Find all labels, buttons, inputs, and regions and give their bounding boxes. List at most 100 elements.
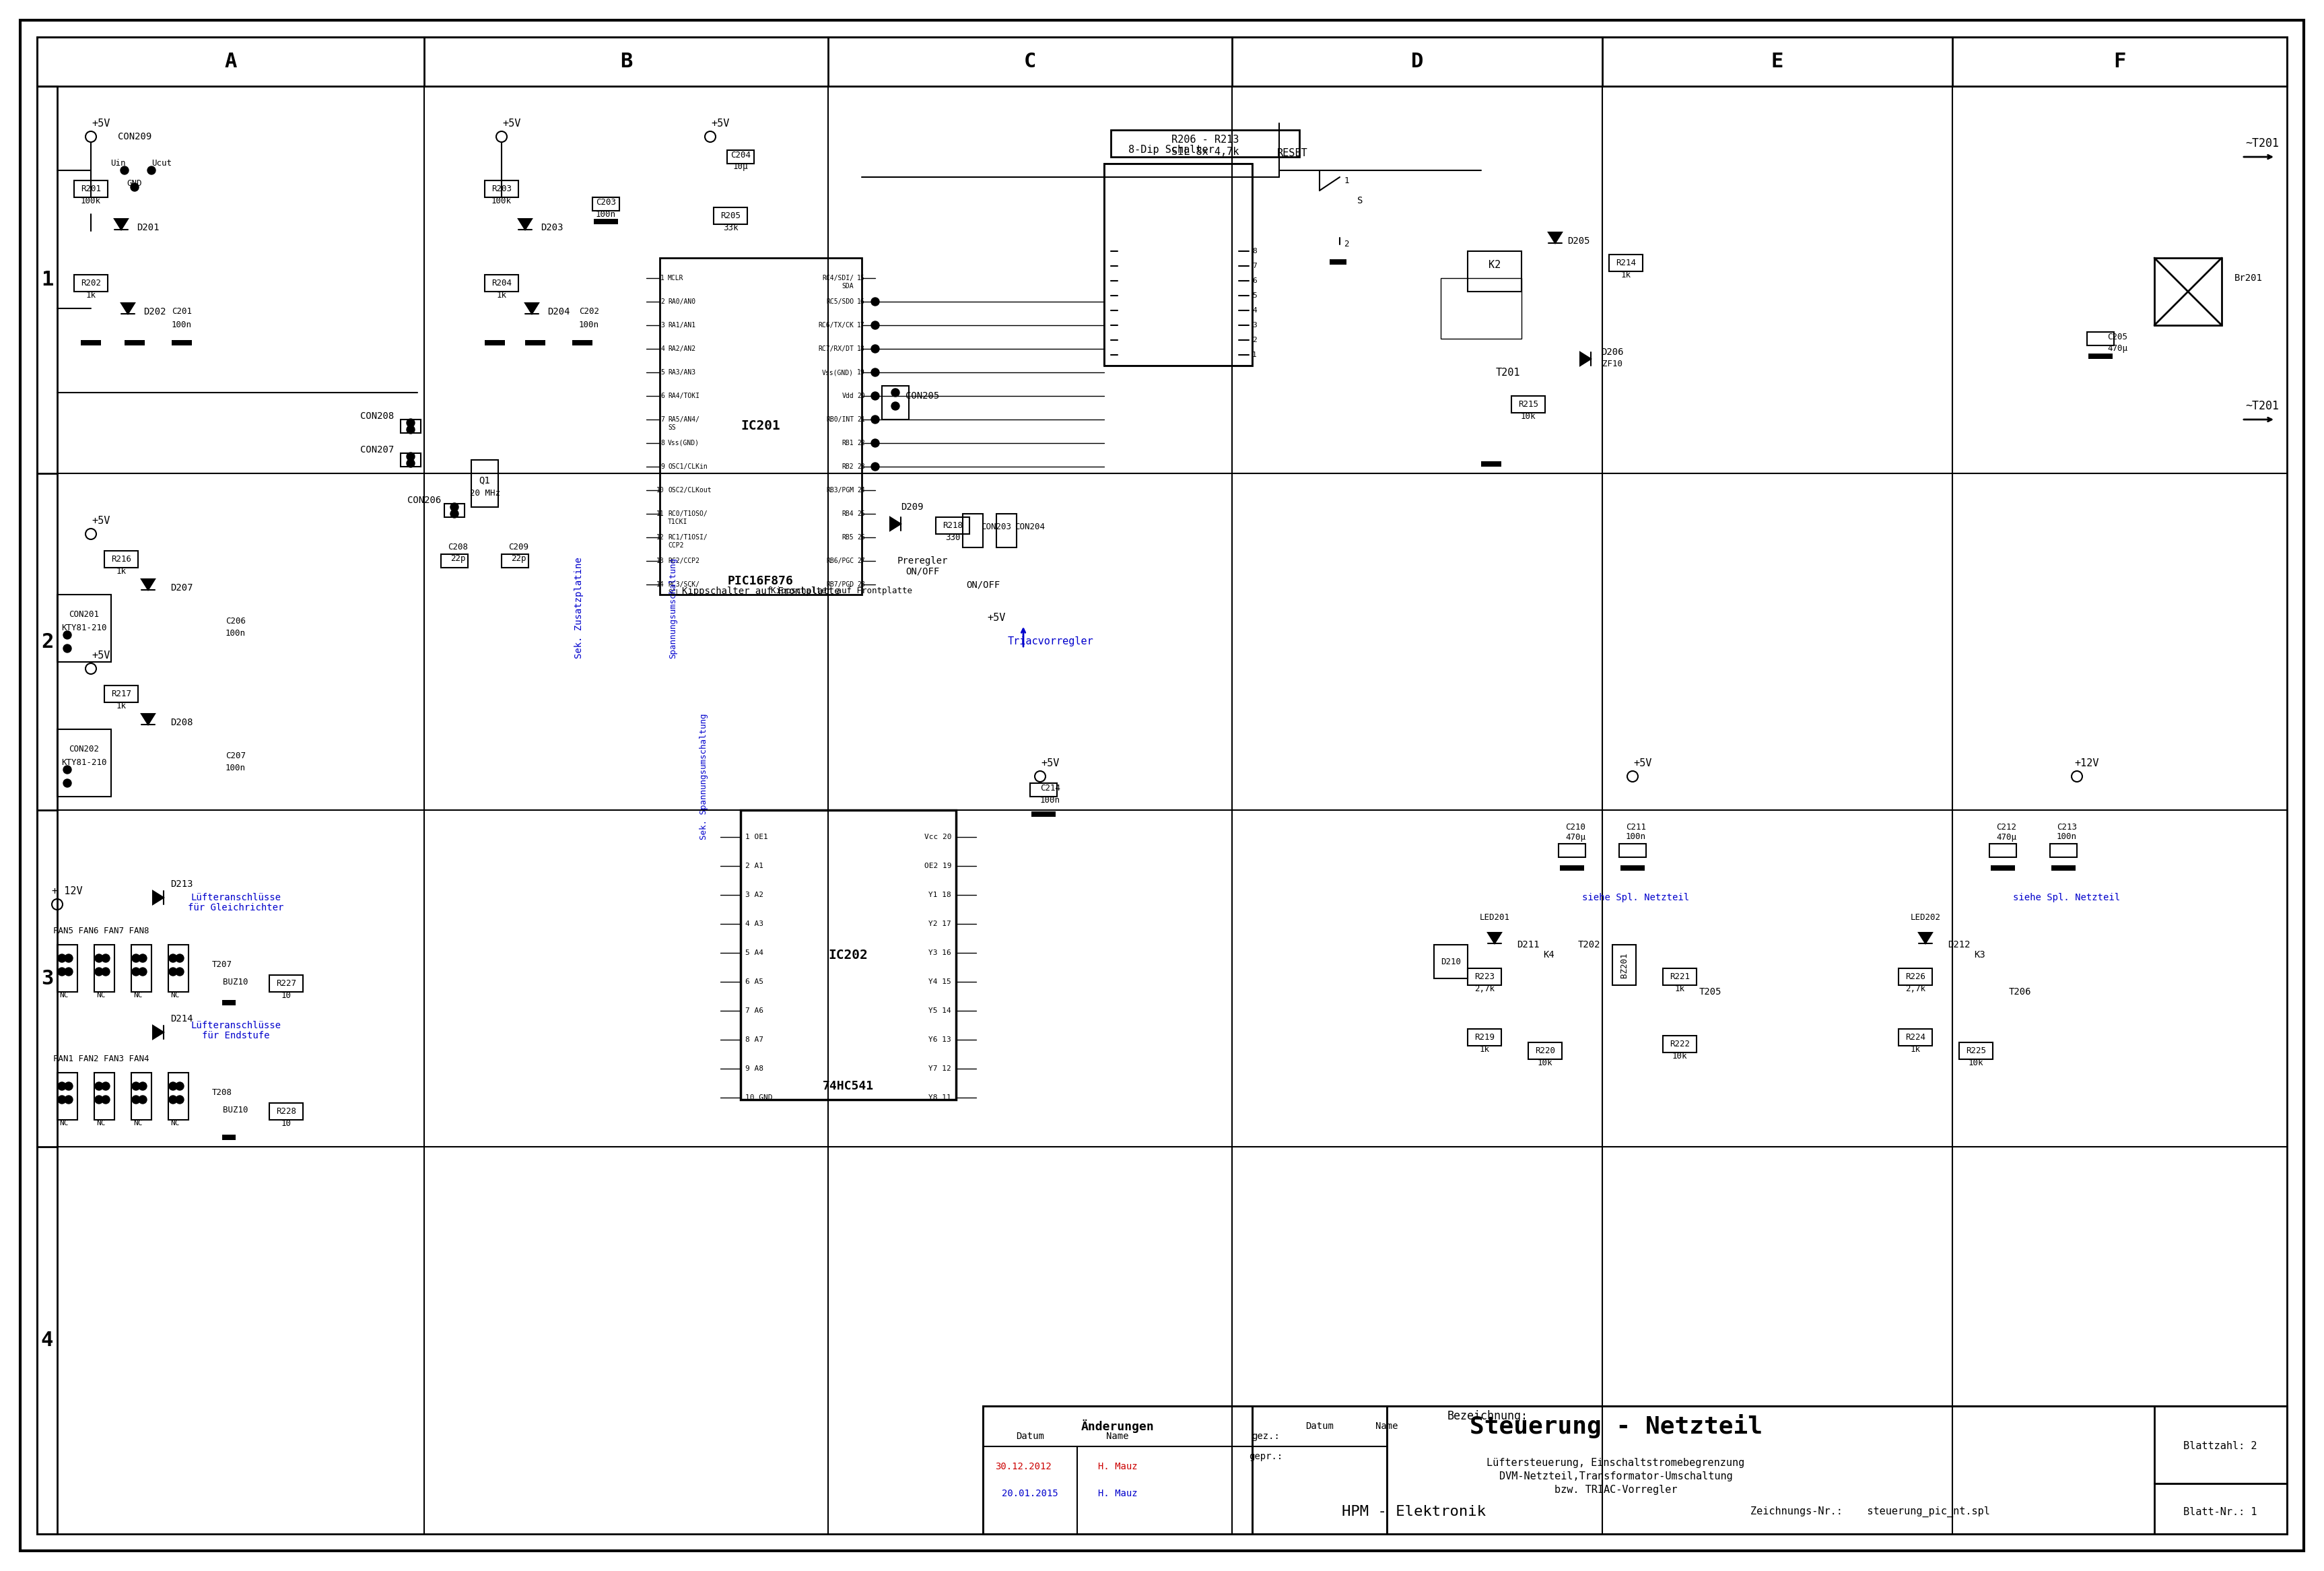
Text: D209: D209 bbox=[902, 503, 923, 512]
Text: LED202: LED202 bbox=[1910, 913, 1941, 922]
Bar bbox=[937, 517, 969, 534]
Bar bbox=[81, 339, 100, 346]
Text: 2: 2 bbox=[660, 298, 665, 305]
Text: 22: 22 bbox=[858, 440, 865, 446]
Text: 22p: 22p bbox=[451, 555, 465, 564]
Text: CON203: CON203 bbox=[981, 523, 1011, 531]
Text: R227: R227 bbox=[277, 979, 295, 988]
Text: Lüfteranschlüsse: Lüfteranschlüsse bbox=[191, 892, 281, 902]
Text: SIL 8x 4,7k: SIL 8x 4,7k bbox=[1171, 146, 1239, 157]
Text: IC201: IC201 bbox=[741, 419, 781, 432]
Text: Ucut: Ucut bbox=[151, 159, 172, 168]
Bar bbox=[1441, 278, 1522, 339]
Text: 1k: 1k bbox=[86, 291, 95, 300]
Circle shape bbox=[872, 368, 878, 377]
Text: MCLR: MCLR bbox=[667, 275, 683, 281]
Bar bbox=[444, 504, 465, 517]
Circle shape bbox=[63, 632, 72, 639]
Polygon shape bbox=[153, 891, 163, 905]
Circle shape bbox=[892, 402, 899, 410]
Text: C204: C204 bbox=[730, 151, 751, 160]
Bar bbox=[572, 339, 593, 346]
Text: R205: R205 bbox=[720, 212, 741, 220]
Text: 2,7k: 2,7k bbox=[1473, 983, 1494, 993]
Text: 3: 3 bbox=[660, 322, 665, 328]
Bar bbox=[400, 452, 421, 467]
Bar bbox=[1253, 1406, 1387, 1533]
Text: OE2 19: OE2 19 bbox=[925, 862, 951, 869]
Text: 100n: 100n bbox=[579, 320, 600, 330]
Text: Y2 17: Y2 17 bbox=[930, 921, 951, 927]
Text: 3 A2: 3 A2 bbox=[746, 892, 765, 899]
Text: Lüftersteuerung, Einschaltstromebegrenzung: Lüftersteuerung, Einschaltstromebegrenzu… bbox=[1487, 1458, 1745, 1469]
Bar bbox=[270, 976, 302, 991]
Text: C205: C205 bbox=[2108, 333, 2126, 342]
Text: Zeichnungs-Nr.:    steuerung_pic_nt.spl: Zeichnungs-Nr.: steuerung_pic_nt.spl bbox=[1750, 1507, 1989, 1518]
Text: 100n: 100n bbox=[225, 628, 246, 638]
Text: 10 GND: 10 GND bbox=[746, 1095, 772, 1101]
Text: 30.12.2012: 30.12.2012 bbox=[995, 1463, 1050, 1472]
Bar bbox=[1111, 130, 1299, 157]
Text: 11: 11 bbox=[658, 511, 665, 517]
Bar bbox=[58, 944, 77, 991]
Text: 100n: 100n bbox=[2057, 833, 2078, 842]
Text: 17: 17 bbox=[858, 322, 865, 328]
Text: R206 - R213: R206 - R213 bbox=[1171, 135, 1239, 145]
Text: C211: C211 bbox=[1627, 823, 1645, 831]
Text: 10: 10 bbox=[281, 1119, 290, 1128]
Text: ZF10: ZF10 bbox=[1601, 360, 1622, 368]
Text: B: B bbox=[621, 52, 632, 72]
Text: 1k: 1k bbox=[116, 567, 125, 575]
Bar bbox=[125, 339, 144, 346]
Text: NC: NC bbox=[60, 991, 67, 999]
Text: R224: R224 bbox=[1906, 1034, 1927, 1042]
Text: RC5/SDO: RC5/SDO bbox=[825, 298, 853, 305]
Text: siehe Spl. Netzteil: siehe Spl. Netzteil bbox=[2013, 892, 2119, 902]
Bar bbox=[1620, 866, 1645, 870]
Text: 4: 4 bbox=[42, 1331, 53, 1349]
Bar bbox=[270, 1103, 302, 1120]
Polygon shape bbox=[142, 713, 156, 724]
Polygon shape bbox=[1487, 933, 1501, 944]
Bar bbox=[881, 386, 909, 419]
Text: RB0/INT: RB0/INT bbox=[825, 416, 853, 423]
Bar bbox=[223, 1134, 235, 1141]
Circle shape bbox=[95, 954, 102, 963]
Text: T206: T206 bbox=[2008, 987, 2031, 996]
Text: D: D bbox=[1411, 52, 1422, 72]
Circle shape bbox=[872, 344, 878, 353]
Text: NC: NC bbox=[95, 991, 105, 999]
Bar bbox=[58, 729, 112, 796]
Circle shape bbox=[451, 503, 458, 511]
Text: T202: T202 bbox=[1578, 939, 1601, 949]
Text: C202: C202 bbox=[579, 308, 600, 316]
Bar bbox=[1529, 1043, 1562, 1059]
Bar bbox=[1559, 866, 1585, 870]
Text: R215: R215 bbox=[1518, 401, 1538, 408]
Text: NC: NC bbox=[170, 1120, 179, 1126]
Text: R221: R221 bbox=[1669, 972, 1690, 982]
Text: ON/OFF: ON/OFF bbox=[967, 580, 999, 589]
Text: Vss(GND): Vss(GND) bbox=[823, 369, 853, 375]
Text: NC: NC bbox=[132, 1120, 142, 1126]
Text: Name: Name bbox=[1106, 1431, 1129, 1441]
Text: 10k: 10k bbox=[1538, 1059, 1552, 1067]
Text: für Endstufe: für Endstufe bbox=[202, 1031, 270, 1040]
Text: D201: D201 bbox=[137, 223, 160, 233]
Text: NC: NC bbox=[132, 991, 142, 999]
Circle shape bbox=[132, 954, 139, 963]
Bar bbox=[442, 555, 467, 567]
Text: RC7/RX/DT: RC7/RX/DT bbox=[818, 346, 853, 352]
Bar bbox=[1434, 944, 1469, 979]
Text: Kippschalter auf Frontplatte: Kippschalter auf Frontplatte bbox=[681, 586, 839, 595]
Circle shape bbox=[139, 954, 146, 963]
Text: +5V: +5V bbox=[711, 118, 730, 129]
Bar bbox=[105, 551, 137, 567]
Bar bbox=[1104, 163, 1253, 366]
Bar bbox=[130, 1073, 151, 1120]
Text: 1: 1 bbox=[1343, 176, 1348, 185]
Text: RC3/SCK/: RC3/SCK/ bbox=[667, 581, 700, 588]
Text: K3: K3 bbox=[1973, 950, 1985, 960]
Text: D207: D207 bbox=[170, 583, 193, 592]
Text: Lüfteranschlüsse: Lüfteranschlüsse bbox=[191, 1021, 281, 1031]
